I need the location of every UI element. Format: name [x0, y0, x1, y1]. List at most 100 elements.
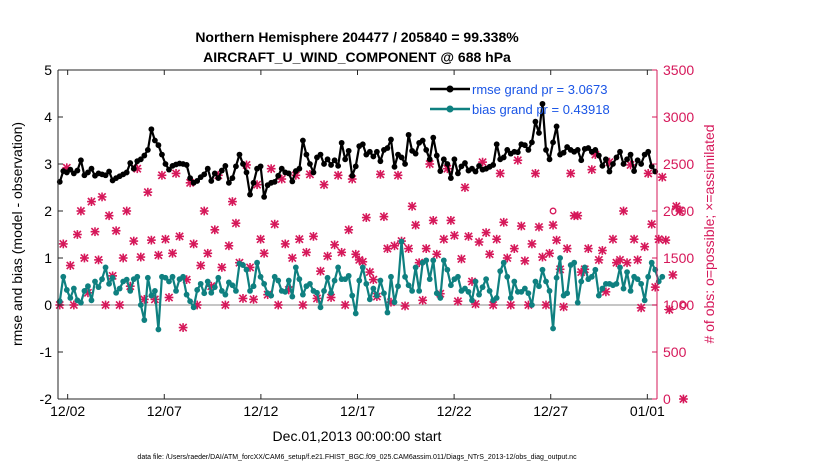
bias-point: [370, 285, 377, 292]
obs-assimilated-marker: [259, 248, 269, 258]
rmse-point: [455, 170, 461, 177]
bias-point: [285, 277, 292, 284]
obs-assimilated-marker: [217, 263, 227, 272]
bias-point: [229, 282, 236, 289]
rmse-point: [342, 156, 349, 163]
rmse-point: [141, 152, 148, 159]
rmse-point: [285, 170, 292, 177]
rmse-point: [211, 170, 218, 177]
bias-point: [574, 299, 581, 306]
rmse-point: [419, 137, 426, 144]
obs-assimilated-marker: [189, 239, 199, 249]
obs-assimilated-marker: [534, 222, 544, 232]
bias-point: [292, 264, 299, 271]
obs-assimilated-marker: [146, 235, 156, 245]
obs-assimilated-marker: [404, 244, 413, 253]
bias-point: [532, 278, 539, 285]
obs-assimilated-marker: [633, 255, 643, 265]
obs-possible-marker: [679, 301, 687, 309]
rmse-point: [624, 156, 630, 163]
rmse-point: [240, 161, 246, 167]
obs-assimilated-marker: [615, 255, 625, 265]
rmse-point: [490, 162, 497, 168]
rmse-point: [261, 194, 268, 200]
rmse-point: [183, 162, 190, 168]
rmse-point: [536, 130, 542, 136]
rmse-point: [405, 131, 412, 138]
obs-assimilated-marker: [499, 217, 509, 227]
rmse-point: [335, 162, 342, 169]
y-tick-label-right: 3000: [663, 109, 694, 125]
obs-assimilated-marker: [351, 249, 361, 259]
obs-assimilated-marker: [531, 169, 540, 178]
bias-point: [60, 273, 67, 280]
bias-point: [398, 238, 405, 245]
bias-point: [557, 255, 564, 261]
bias-point: [67, 295, 74, 301]
rmse-point: [377, 158, 384, 165]
rmse-point: [476, 162, 482, 169]
rmse-point: [451, 156, 458, 163]
bias-point: [204, 278, 211, 285]
bias-point: [391, 299, 398, 306]
bias-point: [299, 291, 306, 298]
obs-assimilated-marker: [316, 266, 325, 276]
y-tick-label-right: 3500: [663, 62, 694, 78]
rmse-point: [303, 151, 310, 158]
rmse-point: [610, 161, 616, 167]
x-tick-label: 12/12: [243, 403, 278, 419]
bias-point: [116, 285, 123, 292]
bias-point: [289, 293, 296, 300]
obs-assimilated-marker: [425, 159, 435, 169]
rmse-point: [331, 157, 338, 164]
obs-assimilated-marker: [428, 216, 438, 225]
bias-point: [106, 280, 112, 287]
bias-point: [144, 274, 151, 281]
obs-assimilated-marker: [164, 293, 174, 302]
bias-point: [500, 259, 507, 266]
obs-assimilated-marker: [368, 275, 378, 285]
rmse-point: [500, 154, 507, 161]
bias-point: [546, 288, 553, 294]
bias-point: [70, 285, 77, 292]
obs-assimilated-marker: [87, 197, 96, 206]
bias-point: [599, 285, 606, 292]
bias-point: [233, 288, 239, 294]
bias-point: [109, 274, 116, 281]
x-axis-label: Dec.01,2013 00:00:00 start: [273, 428, 442, 444]
y-tick-label-left: -2: [40, 391, 53, 407]
rmse-point: [440, 156, 447, 163]
y-tick-label-left: 3: [44, 156, 52, 172]
obs-assimilated-marker: [302, 247, 311, 257]
y-axis-label-right: # of obs: o=possible; ×=assimilated: [701, 124, 717, 343]
rmse-point: [359, 141, 366, 148]
obs-assimilated-marker: [171, 169, 181, 178]
rmse-point: [638, 161, 645, 167]
rmse-point: [328, 162, 334, 168]
obs-assimilated-marker: [471, 299, 480, 309]
bias-point: [472, 278, 479, 285]
rmse-point: [472, 168, 479, 175]
rmse-point: [275, 172, 282, 179]
obs-assimilated-marker: [643, 169, 653, 178]
bias-point: [416, 288, 423, 294]
rmse-point: [345, 147, 352, 154]
rmse-point: [550, 139, 556, 146]
obs-assimilated-marker: [136, 252, 146, 262]
y-tick-label-left: 0: [44, 297, 52, 313]
bias-point: [497, 268, 504, 275]
obs-assimilated-marker: [294, 234, 304, 244]
obs-assimilated-marker: [400, 301, 410, 311]
bias-point: [155, 326, 162, 333]
bias-point: [123, 276, 130, 283]
obs-possible-marker: [549, 207, 557, 215]
bias-point: [113, 289, 120, 296]
rmse-point: [296, 165, 303, 172]
bias-point: [550, 325, 556, 332]
obs-assimilated-marker: [365, 267, 375, 277]
rmse-point: [370, 153, 377, 160]
rmse-point: [130, 165, 137, 172]
obs-assimilated-marker: [178, 323, 188, 332]
y-tick-label-right: 0: [663, 391, 671, 407]
rmse-point: [398, 154, 405, 161]
